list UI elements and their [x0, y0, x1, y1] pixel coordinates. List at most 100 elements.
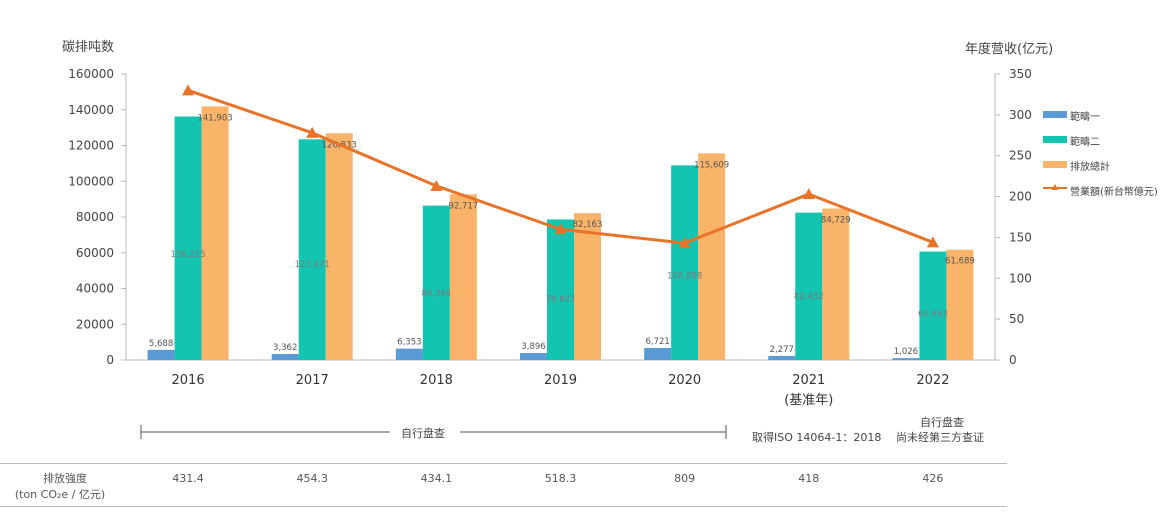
intensity-value: 434.1	[420, 472, 453, 485]
bar-0	[892, 358, 920, 360]
data-label: 3,896	[521, 342, 545, 352]
data-label: 82,452	[794, 292, 824, 302]
data-label: 78,627	[546, 295, 576, 305]
bar-2	[822, 208, 850, 360]
bar-1	[919, 251, 947, 360]
bar-2	[574, 213, 601, 360]
data-label: 92,717	[448, 201, 478, 211]
legend-swatch-scope1	[1043, 111, 1067, 118]
revenue-point	[802, 188, 815, 200]
y-tick-label-left: 120000	[68, 139, 114, 153]
intensity-value: 809	[674, 472, 696, 485]
legend-swatch-scope2	[1043, 136, 1067, 143]
y-tick-label-right: 100	[1009, 271, 1032, 285]
y-tick-label-left: 140000	[68, 103, 114, 117]
revenue-point	[430, 179, 443, 191]
intensity-unit: (ton CO₂e / 亿元)	[14, 488, 106, 501]
legend-label-scope2: 範疇二	[1070, 137, 1100, 148]
data-label: 115,609	[694, 160, 729, 170]
bar-1	[174, 116, 202, 360]
y-tick-label-right: 200	[1009, 190, 1032, 204]
x-tick-label: 2018	[420, 373, 453, 388]
row-divider-top	[0, 463, 1007, 464]
revenue-point	[306, 126, 319, 138]
revenue-point	[182, 84, 195, 96]
intensity-value: 418	[798, 472, 820, 485]
data-label: 123,471	[295, 260, 330, 270]
revenue-line	[182, 84, 939, 249]
note-self-check: 自行盘查	[401, 427, 445, 440]
bar-1	[671, 165, 699, 360]
data-label: 60,663	[918, 309, 948, 319]
bar-0	[147, 349, 175, 360]
bar-1	[547, 219, 574, 360]
bars	[147, 106, 974, 360]
bar-0	[395, 348, 423, 360]
legend-swatch-total	[1043, 161, 1067, 168]
y-tick-label-left: 0	[106, 353, 114, 367]
row-divider-bottom	[0, 506, 1007, 507]
y-tick-label-right: 250	[1009, 149, 1032, 163]
data-label: 86,364	[421, 289, 451, 299]
x-tick-label: 2020	[668, 373, 701, 388]
data-label: 82,163	[573, 220, 603, 230]
bar-0	[520, 353, 547, 360]
revenue-point	[678, 237, 691, 249]
y-tick-label-left: 60000	[76, 246, 114, 260]
y-axis-right-title: 年度营收(亿元)	[965, 42, 1054, 57]
note-2022-line1: 自行盘查	[920, 416, 964, 429]
data-label: 5,688	[149, 339, 173, 349]
x-tick-label: 2019	[544, 373, 577, 388]
y-tick-label-right: 0	[1009, 353, 1017, 367]
data-label: 6,353	[397, 338, 421, 348]
bar-2	[201, 106, 229, 360]
x-tick-sublabel: (基准年)	[784, 393, 833, 408]
data-label: 1,026	[894, 347, 918, 357]
data-label: 3,362	[273, 343, 297, 353]
bar-2	[698, 153, 726, 360]
bar-0	[271, 353, 299, 360]
bar-0	[644, 347, 672, 360]
y-tick-label-left: 20000	[76, 317, 114, 331]
bar-1	[422, 205, 450, 360]
data-label: 61,689	[945, 257, 975, 267]
y-tick-label-right: 350	[1009, 67, 1032, 81]
y-tick-label-right: 150	[1009, 230, 1032, 244]
data-label: 136,215	[170, 250, 205, 260]
data-label: 141,903	[197, 113, 232, 123]
x-tick-label: 2021	[792, 373, 825, 388]
y-tick-label-left: 160000	[68, 67, 114, 81]
data-label: 6,721	[645, 337, 669, 347]
x-tick-label: 2016	[172, 373, 205, 388]
y-tick-label-left: 80000	[76, 210, 114, 224]
legend-label-total: 排放總計	[1070, 162, 1110, 173]
y-tick-label-left: 40000	[76, 282, 114, 296]
bar-2	[325, 133, 353, 360]
y-tick-label-right: 300	[1009, 108, 1032, 122]
data-label: 84,729	[821, 216, 851, 226]
legend-label-scope1: 範疇一	[1070, 112, 1100, 123]
revenue-point	[926, 236, 939, 248]
x-tick-label: 2022	[916, 373, 949, 388]
intensity-label: 排放強度	[43, 472, 87, 485]
bar-2	[449, 194, 477, 360]
bar-0	[768, 355, 796, 360]
data-label: 2,277	[770, 345, 794, 355]
revenue-point	[554, 223, 567, 235]
bar-1	[795, 212, 823, 360]
tick-labels: 0 20000 40000 60000 80000 100000 120000 140000 1…	[68, 67, 1032, 408]
intensity-value: 431.4	[172, 472, 204, 485]
bar-1	[298, 139, 326, 360]
intensity-value: 518.3	[544, 472, 577, 485]
legend-swatch-revenue	[1043, 184, 1067, 190]
intensity-value: 426	[922, 472, 944, 485]
note-iso: 取得ISO 14064-1：2018	[752, 431, 882, 444]
bar-labels: 5,688136,215141,9033,362123,471126,8336,…	[149, 113, 975, 357]
y-axis-left-title: 碳排吨数	[62, 40, 115, 55]
x-tick-label: 2017	[296, 373, 329, 388]
y-tick-label-right: 50	[1009, 312, 1024, 326]
legend-label-revenue: 營業額(新台幣億元)	[1070, 187, 1158, 198]
intensity-value: 454.3	[296, 472, 328, 485]
